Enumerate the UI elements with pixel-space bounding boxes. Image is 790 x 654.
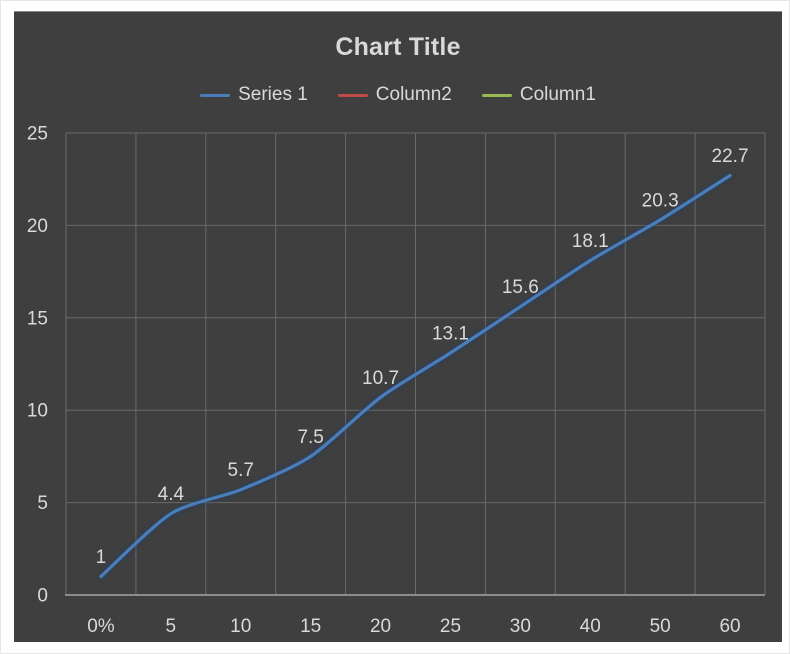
legend-swatch-column2 (337, 93, 368, 97)
data-label: 7.5 (297, 427, 323, 448)
legend-item-series-1[interactable]: Series 1 (200, 84, 308, 106)
legend: Series 1 Column2 Column1 (14, 84, 782, 106)
y-tick-label: 0 (37, 586, 48, 607)
x-tick-label: 20 (370, 616, 391, 637)
series-line-series-1 (99, 173, 732, 579)
x-tick-label: 10 (230, 616, 251, 637)
y-tick-label: 5 (37, 493, 48, 514)
x-tick-label: 40 (580, 616, 601, 637)
chart-title: Chart Title (335, 33, 461, 61)
x-tick-label: 30 (510, 616, 531, 637)
data-label: 5.7 (228, 460, 254, 481)
legend-label-column2: Column2 (375, 84, 452, 105)
data-label: 10.7 (362, 368, 399, 389)
data-label: 22.7 (712, 146, 749, 167)
x-tick-label: 0% (87, 616, 115, 637)
y-tick-label: 20 (27, 216, 48, 237)
x-tick-label: 60 (719, 616, 740, 637)
data-label: 13.1 (432, 323, 469, 344)
y-tick-label: 10 (27, 401, 48, 422)
legend-item-column2[interactable]: Column2 (337, 84, 452, 106)
y-tick-label: 15 (27, 308, 48, 329)
legend-swatch-series-1 (200, 93, 231, 97)
data-label: 4.4 (158, 484, 185, 505)
x-tick-label: 50 (650, 616, 671, 637)
data-label: 18.1 (572, 231, 609, 252)
legend-swatch-column1 (481, 93, 512, 97)
data-label: 20.3 (642, 190, 679, 211)
y-tick-label: 25 (27, 124, 48, 145)
plot-area: 0 5 10 15 20 25 0% 5 10 15 20 25 30 40 50 60 1 4.4 5.7 7.5 1… (27, 124, 766, 637)
legend-label-column1: Column1 (519, 84, 596, 105)
legend-item-column1[interactable]: Column1 (481, 84, 596, 106)
chart-area[interactable]: 0 5 10 15 20 25 0% 5 10 15 20 25 30 40 50 60 1 4.4 5.7 7.5 1… (14, 11, 782, 642)
x-tick-label: 5 (166, 616, 177, 637)
x-tick-label: 15 (300, 616, 321, 637)
data-label: 15.6 (502, 277, 539, 298)
data-label: 1 (96, 547, 107, 568)
x-tick-label: 25 (440, 616, 461, 637)
legend-label-series-1: Series 1 (238, 84, 308, 105)
